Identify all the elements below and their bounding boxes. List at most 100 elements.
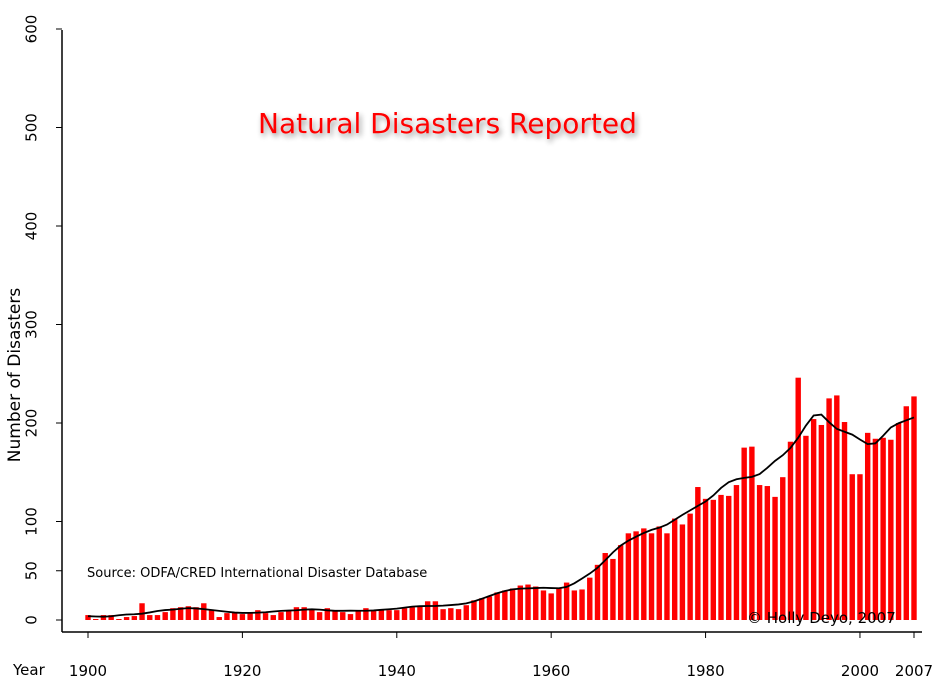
- source-note: Source: ODFA/CRED International Disaster…: [87, 566, 427, 581]
- bar-1912: [177, 607, 184, 620]
- bar-1920: [239, 614, 246, 620]
- x-tick-label-2007: 2007: [895, 662, 933, 680]
- x-tick-label-1940: 1940: [378, 662, 416, 680]
- bar-1995: [818, 424, 825, 620]
- bar-1969: [617, 545, 624, 620]
- bar-1948: [455, 609, 462, 620]
- bar-1907: [139, 603, 145, 620]
- bar-1932: [332, 610, 338, 620]
- bar-1951: [479, 598, 485, 620]
- bar-1913: [185, 606, 192, 620]
- bar-1901: [93, 619, 99, 620]
- bar-1923: [262, 613, 269, 620]
- bar-1915: [201, 603, 207, 620]
- bar-1960: [548, 593, 554, 620]
- trend-line: [87, 413, 915, 618]
- x-tick-label-2000: 2000: [841, 662, 879, 680]
- x-axis-label: Year: [12, 661, 46, 679]
- bar-1937: [370, 610, 377, 620]
- bar-1942: [409, 607, 415, 620]
- bar-1961: [556, 588, 562, 620]
- bar-1921: [247, 612, 253, 620]
- bar-2005: [895, 423, 902, 620]
- bar-1988: [764, 486, 771, 620]
- bar-1919: [231, 612, 238, 620]
- bar-1945: [432, 601, 439, 620]
- bar-2003: [880, 437, 886, 620]
- bar-1938: [378, 610, 385, 620]
- bar-1991: [787, 441, 794, 620]
- bar-series: [85, 377, 917, 620]
- bar-1973: [648, 533, 655, 620]
- bar-1926: [286, 610, 292, 620]
- bar-2002: [872, 438, 879, 620]
- bar-1967: [602, 553, 608, 620]
- bar-1965: [587, 577, 593, 620]
- bar-1916: [208, 610, 215, 620]
- bar-1964: [579, 589, 585, 620]
- bar-1900: [85, 615, 91, 620]
- bar-1997: [834, 395, 840, 620]
- bar-1986: [749, 446, 755, 620]
- bar-1970: [625, 533, 632, 620]
- bar-1922: [255, 610, 261, 620]
- bar-1952: [486, 596, 493, 620]
- y-tick-label-300: 300: [23, 310, 41, 339]
- bar-2007: [911, 396, 917, 620]
- bar-2001: [864, 432, 871, 620]
- bar-1981: [710, 499, 716, 620]
- bar-1963: [571, 590, 578, 620]
- bar-1958: [533, 586, 539, 620]
- bar-1934: [347, 614, 354, 620]
- y-tick-label-200: 200: [23, 409, 41, 438]
- y-tick-label-100: 100: [23, 507, 41, 536]
- bar-1956: [517, 585, 523, 620]
- x-tick-label-1960: 1960: [532, 662, 570, 680]
- bar-1971: [633, 531, 639, 620]
- bar-1987: [756, 485, 763, 620]
- bar-1906: [131, 616, 138, 620]
- bar-1989: [772, 496, 778, 620]
- bar-1976: [671, 518, 678, 620]
- bar-1954: [502, 590, 508, 620]
- bar-1957: [525, 584, 531, 620]
- bar-1946: [440, 609, 446, 620]
- bar-1982: [718, 494, 724, 620]
- bar-1939: [386, 610, 392, 620]
- y-tick-label-400: 400: [23, 212, 41, 241]
- bar-2006: [903, 406, 909, 620]
- bar-1904: [116, 619, 122, 620]
- bar-1998: [841, 422, 848, 620]
- bar-1985: [741, 447, 747, 620]
- bar-1996: [826, 398, 832, 620]
- bar-1909: [154, 615, 161, 620]
- bar-1930: [316, 612, 323, 620]
- bar-1914: [193, 607, 199, 620]
- bar-1917: [216, 617, 222, 620]
- bar-1905: [123, 617, 130, 620]
- bar-1974: [656, 526, 662, 620]
- bar-1980: [702, 498, 709, 620]
- bar-1992: [795, 377, 801, 620]
- bar-1925: [278, 612, 284, 620]
- bar-1979: [695, 487, 701, 620]
- y-axis-label: Number of Disasters: [5, 288, 25, 463]
- bar-2004: [888, 439, 894, 620]
- bar-1975: [664, 533, 670, 620]
- bar-1903: [108, 615, 114, 620]
- y-tick-label-600: 600: [23, 15, 41, 44]
- bar-1949: [463, 605, 469, 620]
- bar-1911: [170, 608, 176, 620]
- bar-1927: [293, 607, 300, 620]
- bar-1931: [324, 608, 331, 620]
- bar-1990: [780, 477, 786, 620]
- bar-1994: [810, 419, 817, 620]
- bar-1940: [394, 610, 400, 620]
- bar-1966: [594, 564, 601, 620]
- bar-1918: [224, 613, 230, 620]
- bar-1929: [309, 609, 315, 620]
- bar-1928: [301, 607, 307, 620]
- bar-1983: [726, 495, 732, 620]
- bar-1993: [803, 435, 809, 620]
